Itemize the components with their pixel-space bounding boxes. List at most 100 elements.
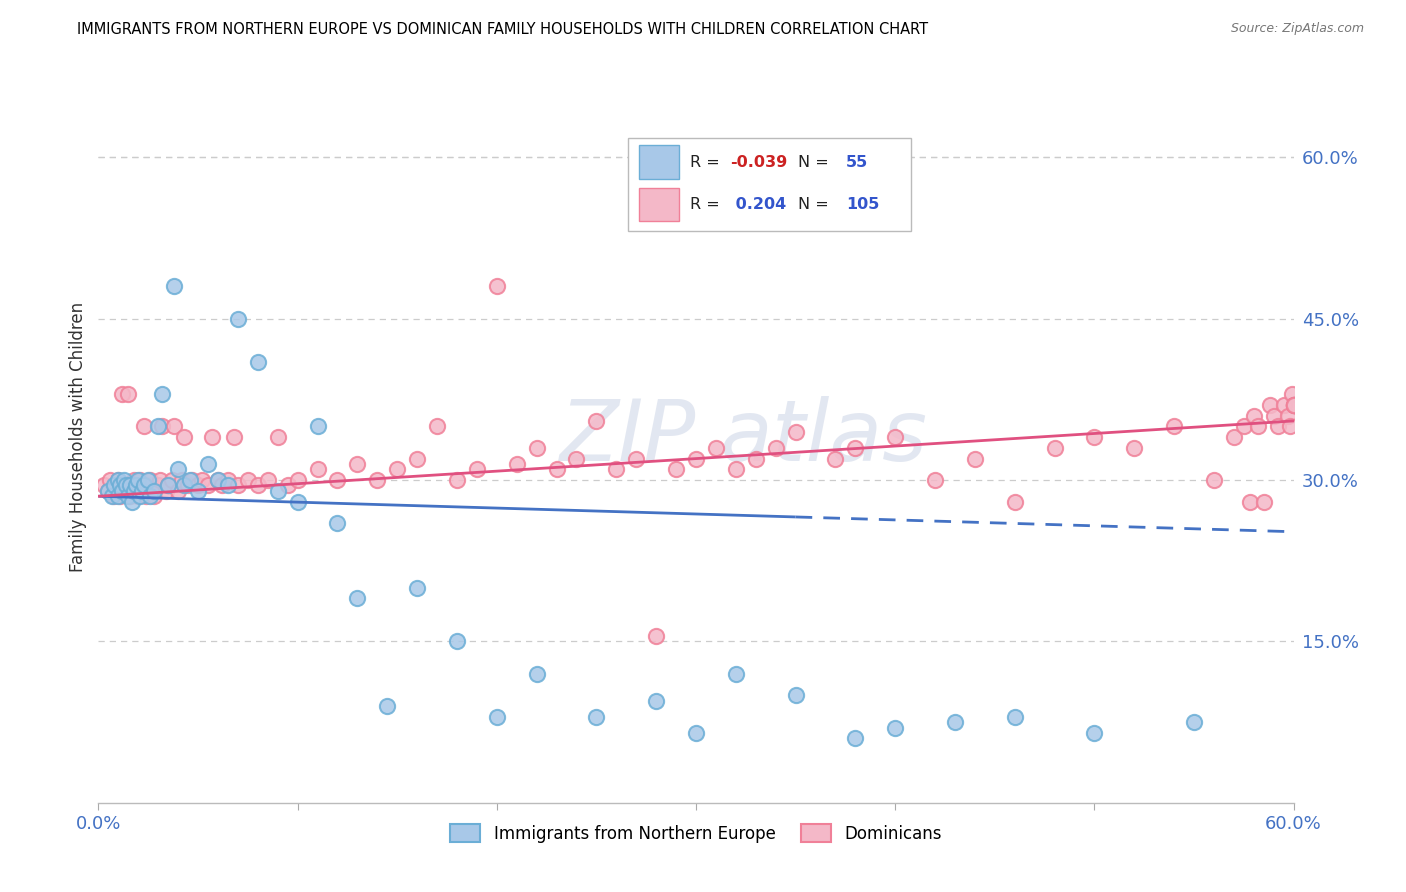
Point [844, 731, 866, 746]
Point [115, 478, 138, 492]
Point [97, 483, 120, 498]
Point [179, 473, 201, 487]
Point [346, 457, 368, 471]
Point [267, 483, 290, 498]
Point [173, 478, 195, 492]
Point [134, 419, 156, 434]
Point [107, 489, 129, 503]
Point [129, 473, 152, 487]
Point [226, 478, 249, 492]
Point [129, 489, 152, 503]
Point [148, 419, 170, 434]
Point [277, 478, 299, 492]
Point [1004, 710, 1026, 724]
Point [1004, 494, 1026, 508]
Point [207, 473, 229, 487]
Point [103, 489, 125, 503]
Point [1272, 398, 1295, 412]
Point [385, 462, 409, 476]
Point [148, 478, 170, 492]
Point [191, 473, 214, 487]
Point [1282, 398, 1305, 412]
Point [785, 688, 807, 702]
Point [1278, 419, 1301, 434]
Point [924, 473, 946, 487]
Point [98, 473, 122, 487]
Point [1282, 398, 1305, 412]
Point [172, 473, 194, 487]
Point [143, 489, 166, 503]
Point [121, 478, 143, 492]
Y-axis label: Family Households with Children: Family Households with Children [69, 302, 87, 572]
Point [167, 462, 190, 476]
Text: 105: 105 [846, 197, 880, 212]
Point [406, 581, 429, 595]
Point [115, 478, 138, 492]
Point [585, 710, 607, 724]
Point [406, 451, 429, 466]
Point [605, 462, 627, 476]
Point [124, 483, 146, 498]
Point [884, 430, 907, 444]
Point [125, 483, 148, 498]
Point [1277, 409, 1299, 423]
Point [1083, 430, 1105, 444]
Legend: Immigrants from Northern Europe, Dominicans: Immigrants from Northern Europe, Dominic… [444, 818, 948, 849]
Text: N =: N = [799, 154, 834, 169]
Point [141, 483, 163, 498]
Point [121, 494, 143, 508]
Point [546, 462, 568, 476]
Point [105, 478, 128, 492]
Point [366, 473, 388, 487]
Point [724, 666, 747, 681]
Point [111, 483, 134, 498]
Point [465, 462, 488, 476]
Point [685, 451, 707, 466]
Point [1223, 430, 1246, 444]
Point [236, 473, 259, 487]
Point [131, 483, 153, 498]
Point [135, 489, 157, 503]
Point [222, 430, 245, 444]
Point [765, 441, 787, 455]
Point [97, 483, 120, 498]
Point [446, 634, 468, 648]
Text: atlas: atlas [720, 395, 928, 479]
Point [526, 441, 548, 455]
Point [112, 483, 135, 498]
Point [143, 483, 166, 498]
Text: ZIP: ZIP [560, 395, 696, 479]
Point [173, 430, 195, 444]
Point [1043, 441, 1066, 455]
Point [111, 387, 134, 401]
Point [149, 473, 172, 487]
Point [197, 478, 219, 492]
Point [963, 451, 986, 466]
Point [157, 478, 180, 492]
Point [127, 489, 149, 503]
Point [685, 726, 707, 740]
Point [485, 279, 508, 293]
Point [626, 451, 648, 466]
Point [181, 473, 204, 487]
Point [160, 473, 183, 487]
Point [124, 473, 146, 487]
Point [112, 473, 135, 487]
Point [326, 473, 349, 487]
Point [844, 441, 866, 455]
Point [326, 516, 349, 530]
Point [110, 478, 132, 492]
Point [1233, 419, 1256, 434]
Point [110, 489, 132, 503]
Point [1282, 398, 1305, 412]
Point [120, 478, 142, 492]
Point [704, 441, 727, 455]
Point [1263, 409, 1285, 423]
Text: N =: N = [799, 197, 834, 212]
Point [645, 629, 668, 643]
Point [824, 451, 846, 466]
Text: R =: R = [690, 154, 725, 169]
Text: -0.039: -0.039 [730, 154, 787, 169]
Point [1243, 409, 1265, 423]
Point [1281, 387, 1303, 401]
